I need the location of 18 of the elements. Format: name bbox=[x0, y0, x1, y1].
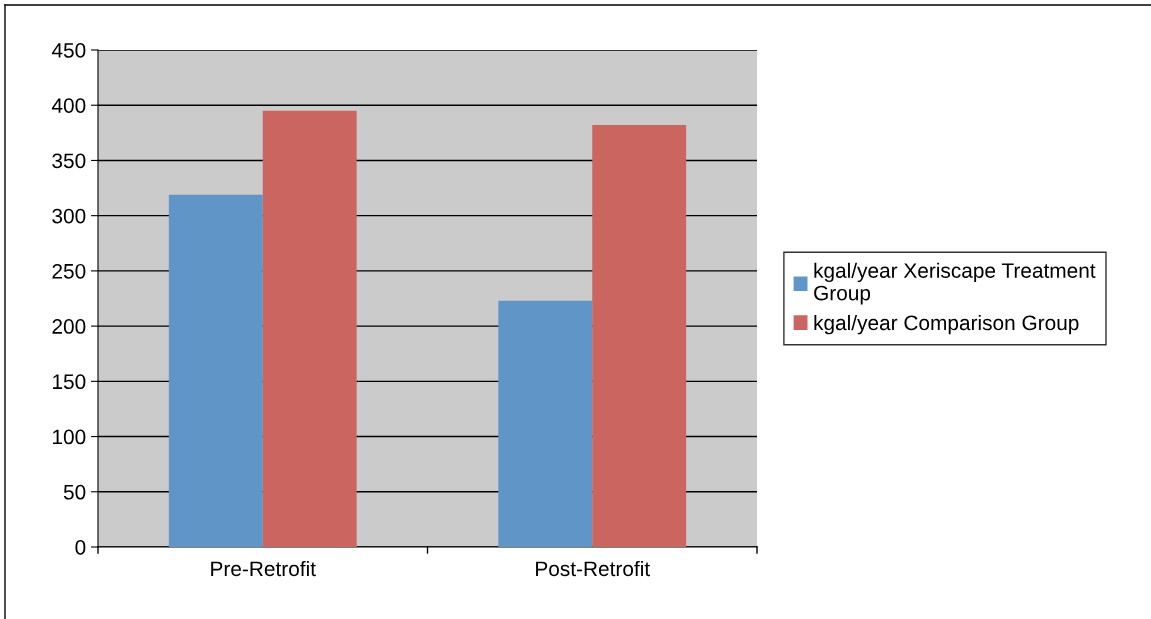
y-tick-label: 400 bbox=[51, 98, 86, 113]
y-tick-label: 350 bbox=[52, 153, 86, 169]
y-tick-label: 200 bbox=[52, 319, 86, 334]
x-tick-label: Pre-Retrofit bbox=[211, 560, 316, 577]
y-tick-label: 0 bbox=[75, 540, 86, 555]
y-tick-label: 100 bbox=[53, 429, 86, 445]
y-tick-label: 450 bbox=[51, 43, 86, 58]
bar bbox=[262, 110, 357, 547]
legend-label: kgal/year Comparison Group bbox=[814, 314, 1079, 335]
y-tick-label: 50 bbox=[63, 484, 86, 500]
bar bbox=[498, 300, 593, 547]
y-tick-label: 300 bbox=[52, 208, 86, 224]
y-tick-label: 250 bbox=[52, 263, 86, 279]
legend-label: kgal/year Xeriscape Treatment Group bbox=[814, 262, 1096, 305]
x-tick-label: Post-Retrofit bbox=[536, 560, 650, 577]
bar bbox=[592, 125, 687, 547]
y-tick-label: 150 bbox=[53, 374, 86, 390]
bar bbox=[168, 194, 263, 547]
